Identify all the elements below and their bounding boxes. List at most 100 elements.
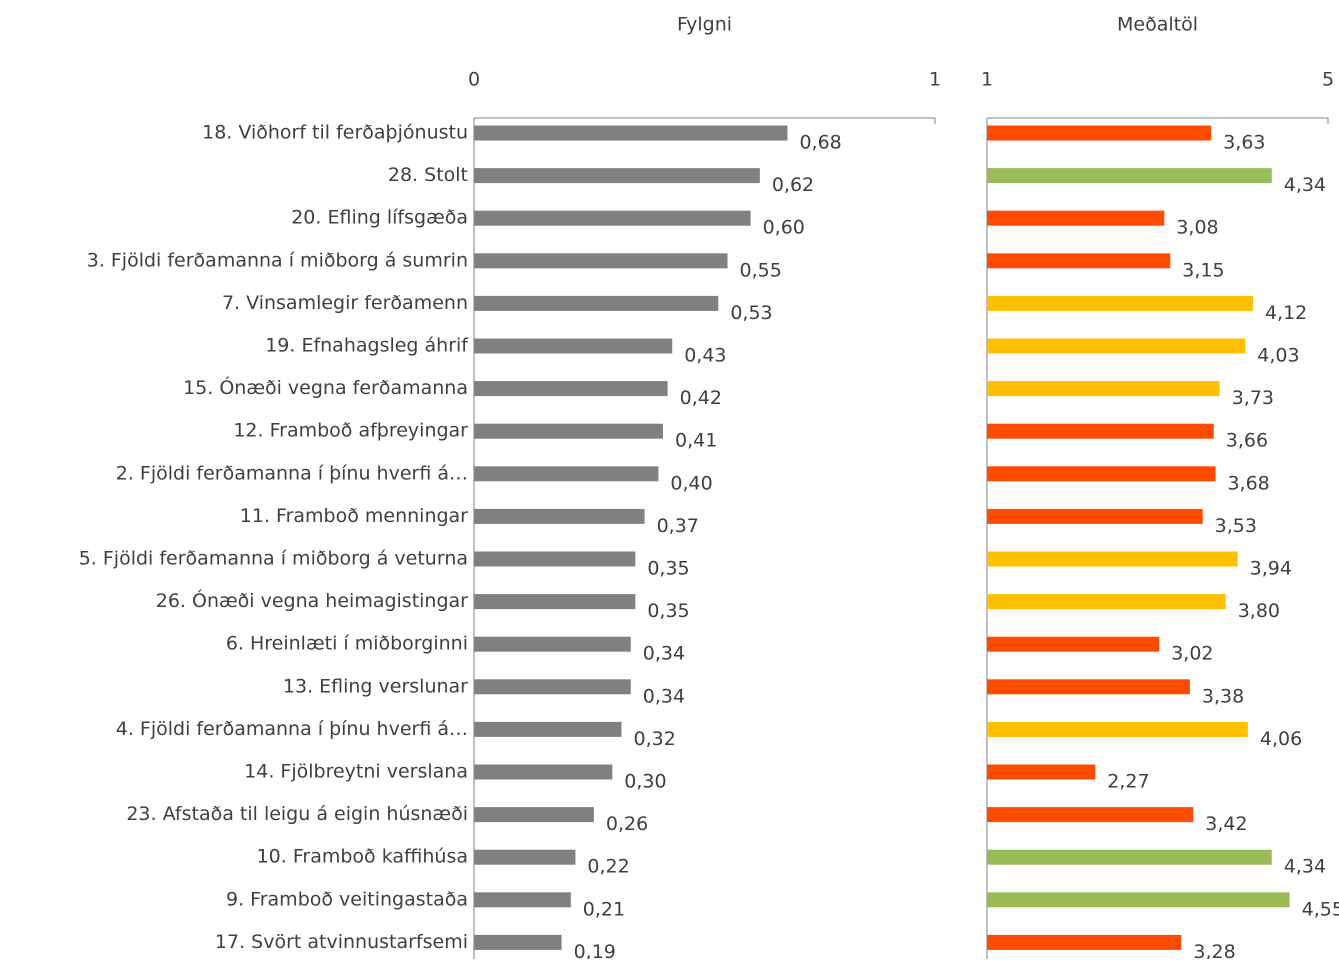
data-label: 0,21	[583, 898, 625, 920]
data-label: 0,60	[763, 217, 805, 239]
x-tick-label: 1	[981, 69, 993, 91]
bar	[987, 381, 1220, 397]
bar	[474, 338, 673, 354]
y-tick-label: 17. Svört atvinnustarfsemi	[215, 931, 468, 953]
x-tick-label: 1	[929, 69, 941, 91]
data-label: 4,06	[1260, 728, 1302, 750]
data-label: 0,42	[680, 387, 722, 409]
data-label: 3,68	[1227, 472, 1269, 494]
data-label: 0,40	[670, 472, 712, 494]
y-tick-label: 13. Efling verslunar	[283, 675, 468, 697]
y-tick-label: 9. Framboð veitingastaða	[226, 888, 468, 910]
y-tick-label: 23. Afstaða til leigu á eigin húsnæði	[126, 803, 468, 825]
data-label: 0,34	[643, 685, 685, 707]
bar	[987, 508, 1203, 524]
bar	[474, 721, 622, 737]
bar	[987, 764, 1096, 780]
data-label: 3,15	[1182, 259, 1224, 281]
bar	[474, 594, 636, 610]
bar	[987, 892, 1290, 908]
bar	[474, 466, 659, 482]
bar	[987, 466, 1216, 482]
data-label: 4,34	[1284, 174, 1326, 196]
data-label: 3,28	[1193, 941, 1235, 959]
y-tick-label: 12. Framboð afþreyingar	[233, 420, 468, 442]
data-label: 0,37	[657, 515, 699, 537]
bar	[474, 551, 636, 567]
y-tick-label: 3. Fjöldi ferðamanna í miðborg á sumrin	[87, 249, 468, 271]
bar	[474, 381, 668, 397]
bar	[474, 508, 645, 524]
data-label: 3,08	[1176, 217, 1218, 239]
bar	[474, 679, 631, 695]
bar	[474, 210, 751, 226]
bar	[474, 849, 576, 865]
data-label: 0,34	[643, 643, 685, 665]
y-tick-label: 19. Efnahagsleg áhrif	[265, 335, 469, 357]
data-label: 0,41	[675, 430, 717, 452]
bar	[987, 679, 1190, 695]
chart-title: Fylgni	[677, 14, 732, 36]
bar	[987, 807, 1194, 823]
bar	[987, 551, 1238, 567]
bar	[987, 168, 1272, 184]
y-tick-label: 5. Fjöldi ferðamanna í miðborg á veturna	[79, 548, 468, 570]
data-label: 4,55	[1302, 898, 1339, 920]
data-label: 0,62	[772, 174, 814, 196]
bar	[987, 210, 1165, 226]
data-label: 3,94	[1250, 558, 1292, 580]
data-label: 0,55	[740, 259, 782, 281]
y-tick-label: 28. Stolt	[388, 164, 468, 186]
bar	[987, 423, 1214, 439]
data-label: 0,22	[587, 856, 629, 878]
bar	[474, 764, 613, 780]
data-label: 0,19	[574, 941, 616, 959]
bar	[987, 125, 1212, 141]
y-tick-label: 7. Vinsamlegir ferðamenn	[222, 292, 468, 314]
y-tick-label: 2. Fjöldi ferðamanna í þínu hverfi á…	[116, 462, 468, 484]
data-label: 3,38	[1202, 685, 1244, 707]
y-tick-label: 15. Ónæði vegna ferðamanna	[183, 375, 468, 399]
data-label: 0,35	[647, 600, 689, 622]
data-label: 3,42	[1205, 813, 1247, 835]
bar	[987, 338, 1246, 354]
data-label: 2,27	[1107, 771, 1149, 793]
data-label: 3,73	[1232, 387, 1274, 409]
data-label: 0,43	[684, 345, 726, 367]
y-tick-label: 4. Fjöldi ferðamanna í þínu hverfi á…	[116, 718, 468, 740]
data-label: 0,26	[606, 813, 648, 835]
bar	[474, 423, 664, 439]
bar	[474, 807, 594, 823]
data-label: 3,66	[1226, 430, 1268, 452]
x-tick-label: 5	[1322, 69, 1334, 91]
data-label: 3,80	[1238, 600, 1280, 622]
bar	[987, 934, 1182, 950]
y-tick-label: 14. Fjölbreytni verslana	[244, 761, 468, 783]
bar	[987, 721, 1248, 737]
bar	[987, 849, 1272, 865]
data-label: 0,30	[624, 771, 666, 793]
data-label: 0,53	[730, 302, 772, 324]
y-tick-label: 6. Hreinlæti í miðborginni	[226, 633, 468, 655]
chart-title: Meðaltöl	[1117, 14, 1198, 36]
data-label: 3,63	[1223, 132, 1265, 154]
bar	[474, 934, 562, 950]
bar	[987, 636, 1160, 652]
data-label: 3,53	[1215, 515, 1257, 537]
y-tick-label: 18. Viðhorf til ferðaþjónustu	[202, 122, 468, 144]
data-label: 4,34	[1284, 856, 1326, 878]
bar	[987, 295, 1253, 311]
bar	[474, 125, 788, 141]
bar	[987, 253, 1171, 269]
y-tick-label: 11. Framboð menningar	[240, 505, 468, 527]
y-tick-label: 10. Framboð kaffihúsa	[257, 846, 468, 868]
y-tick-label: 20. Efling lífsgæða	[291, 207, 468, 229]
data-label: 4,12	[1265, 302, 1307, 324]
data-label: 0,68	[799, 132, 841, 154]
bar	[474, 253, 728, 269]
data-label: 0,35	[647, 558, 689, 580]
data-label: 3,02	[1171, 643, 1213, 665]
data-label: 4,03	[1257, 345, 1299, 367]
bar	[987, 594, 1226, 610]
